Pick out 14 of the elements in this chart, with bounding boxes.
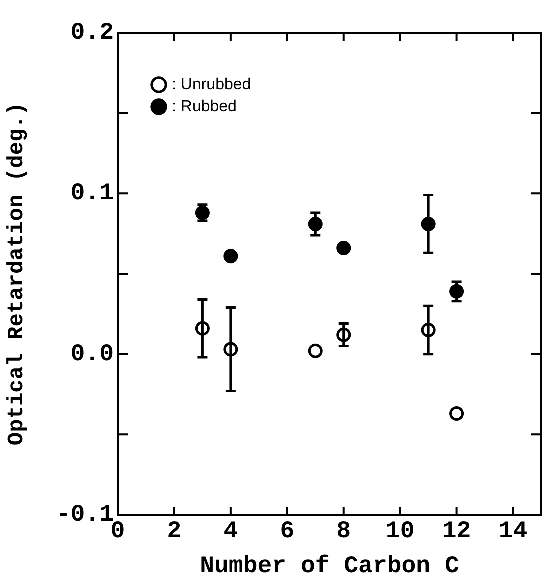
x-tick-label: 12 — [442, 518, 472, 546]
x-tick-label: 2 — [167, 518, 182, 546]
legend-label: : Unrubbed — [172, 76, 252, 94]
legend-label: : Rubbed — [172, 98, 237, 116]
x-tick-label: 14 — [498, 518, 528, 546]
y-axis-title: Optical Retardation (deg.) — [4, 102, 30, 446]
y-tick-label: 0.0 — [70, 341, 114, 368]
y-tick-label: 0.1 — [70, 180, 114, 208]
x-tick-label: 10 — [386, 518, 415, 546]
y-tick-label: 0.2 — [70, 20, 114, 48]
x-tick-label: 8 — [336, 518, 352, 546]
x-axis-title: Number of Carbon C — [200, 554, 460, 581]
x-tick-label: 4 — [224, 518, 238, 546]
x-tick-label: 6 — [280, 518, 295, 546]
